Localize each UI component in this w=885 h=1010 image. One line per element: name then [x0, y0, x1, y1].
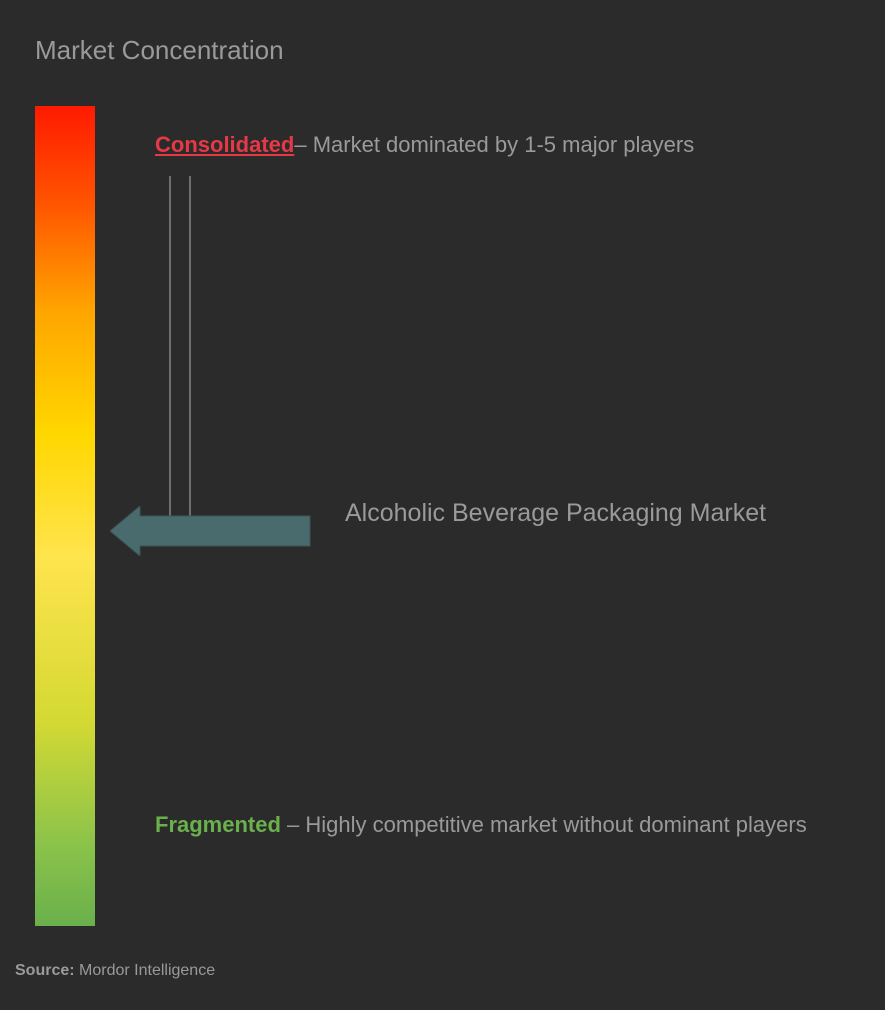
source-label: Source: [15, 962, 75, 979]
consolidated-description: – Market dominated by 1-5 major players [294, 132, 694, 157]
fragmented-description: – Highly competitive market without domi… [281, 812, 807, 837]
source-attribution: Source: Mordor Intelligence [15, 962, 215, 980]
gradient-scale [35, 106, 95, 926]
fragmented-label: Fragmented – Highly competitive market w… [155, 801, 830, 849]
consolidated-label: Consolidated– Market dominated by 1-5 ma… [155, 121, 830, 169]
source-value: Mordor Intelligence [75, 962, 216, 979]
diagram-area: Consolidated– Market dominated by 1-5 ma… [35, 106, 850, 926]
consolidated-term: Consolidated [155, 132, 294, 157]
fragmented-term: Fragmented [155, 812, 281, 837]
market-arrow [110, 506, 330, 556]
bracket-lines [155, 176, 215, 546]
page-title: Market Concentration [35, 35, 850, 66]
market-name: Alcoholic Beverage Packaging Market [345, 496, 845, 531]
